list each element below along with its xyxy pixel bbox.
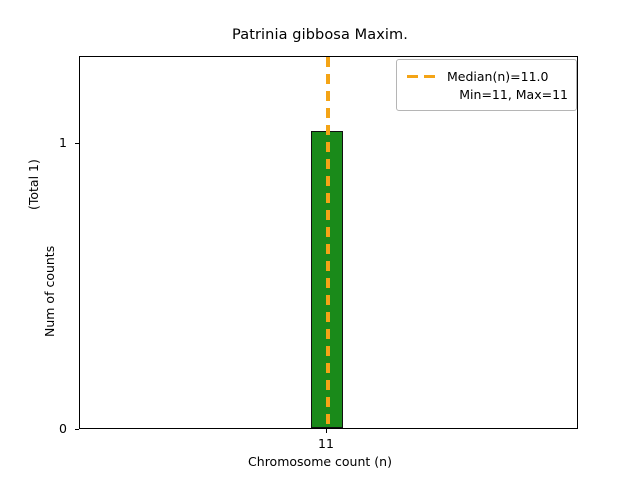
legend-entry-median: Median(n)=11.0 [405,67,568,85]
median-line [326,57,330,428]
xtick-label-11: 11 [318,436,334,451]
y-axis-label-group: Num of counts (Total 1) [26,0,57,480]
plot-area [79,56,578,429]
legend-label-median: Median(n)=11.0 [447,68,549,84]
ytick-mark-1 [75,142,79,144]
y-axis-label: Num of counts [42,245,57,337]
ytick-mark-0 [75,428,79,430]
x-axis-label: Chromosome count (n) [248,454,392,469]
page-title: Patrinia gibbosa Maxim. [232,27,408,43]
legend-entry-minmax: Min=11, Max=11 [405,85,568,103]
dashed-line-icon [405,67,441,85]
legend: Median(n)=11.0 Min=11, Max=11 [396,59,577,111]
y-axis-total-label: (Total 1) [26,159,41,210]
dashed-line-swatch [407,75,439,79]
xtick-mark-11 [326,429,328,433]
legend-label-minmax: Min=11, Max=11 [459,86,568,102]
ytick-label-0: 0 [59,421,67,436]
ytick-label-1: 1 [59,135,67,150]
